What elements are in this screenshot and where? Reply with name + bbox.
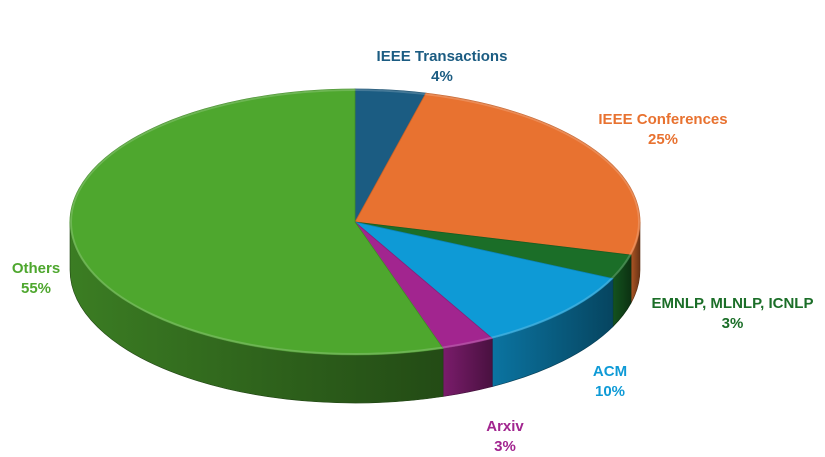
label-ieee-conferences: IEEE Conferences 25% xyxy=(588,110,738,150)
slice-value: 3% xyxy=(721,315,744,332)
pie-rim-highlight xyxy=(70,89,640,355)
slice-value: 4% xyxy=(431,68,453,85)
label-emnlp-mlnlp-icnlp: EMNLP, MLNLP, ICNLP 3% xyxy=(640,294,825,334)
slice-label: EMNLP, MLNLP, ICNLP xyxy=(651,295,814,312)
slice-label: IEEE Transactions xyxy=(376,48,508,65)
slice-value: 25% xyxy=(647,131,679,148)
pie-slice-acm xyxy=(354,221,614,339)
pie-slice-ieee-conferences xyxy=(354,92,641,256)
slice-value: 10% xyxy=(594,383,626,400)
slice-label: Others xyxy=(11,260,61,277)
label-others: Others 55% xyxy=(0,259,72,299)
label-acm: ACM 10% xyxy=(580,362,640,402)
slice-value: 3% xyxy=(494,438,516,455)
label-ieee-transactions: IEEE Transactions 4% xyxy=(372,47,512,87)
slice-label: ACM xyxy=(592,363,628,380)
slice-label: IEEE Conferences xyxy=(598,111,728,128)
slice-label: Arxiv xyxy=(486,418,524,435)
slice-value: 55% xyxy=(20,280,52,297)
label-arxiv: Arxiv 3% xyxy=(475,417,535,457)
pie-slice-others xyxy=(69,88,444,356)
pie-top-faces xyxy=(69,88,641,356)
